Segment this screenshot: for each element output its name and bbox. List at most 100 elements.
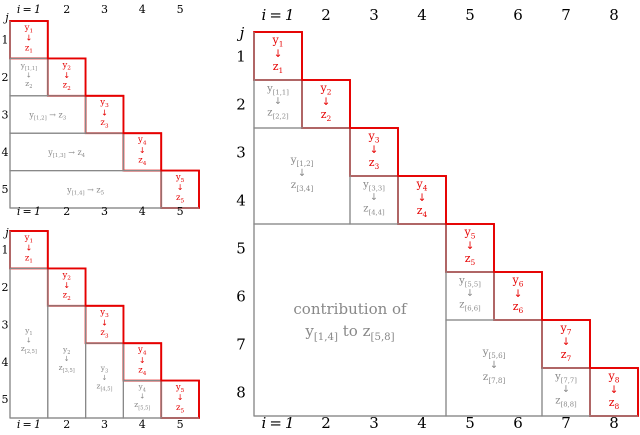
text-run: y [368,129,376,142]
big-block-line2: y[1,4] to z[5,8] [304,322,394,343]
row-label: 3 [2,318,9,331]
subscript: 5 [471,231,476,240]
text-run: z [267,108,272,119]
column-label: i = 1 [17,3,41,16]
text-run: z [134,400,138,409]
block-3: y[1,3] → z4 [47,148,85,159]
subscript: 3 [105,313,109,319]
subscript: [3,4] [296,184,313,193]
column-label-bottom: 4 [417,414,427,432]
subscript: 3 [375,135,380,144]
text-run: y [320,81,328,94]
subscript: 1 [29,28,33,34]
column-label: 8 [609,6,619,24]
column-label: 5 [465,6,475,24]
text-run: z [100,118,105,128]
column-label: 2 [321,6,331,24]
subscript: 3 [105,334,109,340]
big-block-line1: contribution of [293,300,408,318]
subscript: 5 [101,191,105,197]
text-run: y [137,135,143,145]
diagonal-cell-5-arrow: ↓ [177,183,184,192]
subscript: 4 [143,371,147,377]
subscript: 1 [279,66,284,75]
column-label-bottom: 5 [465,414,475,432]
row-label: 6 [236,287,246,305]
text-run: y [24,326,30,335]
block-y12-arrow: ↓ [298,168,306,179]
diagonal-cell-5-y: y5 [175,173,185,184]
column-label: 6 [513,6,523,24]
subscript: [7,7] [561,376,577,384]
red-staircase [254,31,639,416]
block-3-z: z[4,5] [96,381,112,392]
subscript: 4 [423,210,428,219]
block-2-z: z[3,5] [59,363,75,374]
column-label-bottom: 7 [561,414,571,432]
block-2: y[1,2] → z3 [28,111,66,122]
j-axis-label: j [2,226,9,239]
red-staircase [10,230,200,418]
text-run: z [459,300,464,311]
text-run: y [20,61,26,70]
text-run: z [96,381,100,390]
big-contribution-block [253,223,447,417]
row-label: 8 [236,383,246,401]
panel-bottom-left: i = 1 2 3 4 5j12345y1↓z1y2↓z2y3↓z3y4↓z4y5↓z5… [2,205,200,431]
text-run: z [483,371,489,383]
block-y12-z: z[3,4] [291,179,314,193]
subscript: [7,8] [488,376,505,385]
text-run: y [61,60,67,70]
text-run: y [47,148,53,157]
panel-right: i = 1 2 3 4 5 6 7 8j12345678y1↓z1y2↓z2y3↓z3y4↓z… [236,6,639,432]
column-label: i = 1 [262,6,295,24]
text-run: z [138,366,143,376]
diagonal-cell-5-z: z5 [176,193,184,204]
subscript: 3 [63,116,67,122]
column-label: 2 [63,3,70,16]
text-run: y [458,276,465,287]
block-y77-z: z[8,8] [555,396,577,409]
row-label: 1 [2,34,9,47]
row-label: 5 [2,183,9,196]
column-label: 3 [369,6,379,24]
subscript: 7 [567,354,572,363]
diagonal-cell-5-y: y5 [464,225,476,240]
text-run: y [290,154,297,166]
diagonal-cell-3-y: y3 [99,98,109,109]
subscript: [5,6] [489,351,506,360]
diagonal-cell-3-z: z3 [369,156,380,171]
diagonal-cell-2-arrow: ↓ [63,281,70,290]
subscript: [1,1] [273,88,289,96]
diagonal-cell-1-y: y1 [24,233,33,244]
row-label: 2 [2,71,9,84]
diagonal-cell-7-arrow: ↓ [562,336,571,348]
text-run: y [266,84,273,95]
diagonal-cell-5-arrow: ↓ [466,240,475,252]
text-run: y [482,346,489,358]
subscript: [8,8] [561,400,577,408]
text-run: z [321,108,327,121]
subscript: 4 [423,183,428,192]
subscript: 8 [615,402,620,411]
subscript: 5 [471,258,476,267]
diagonal-cell-5-z: z5 [465,252,476,267]
column-label: 4 [139,205,146,218]
row-label: 1 [2,244,9,257]
j-axis-label: j [2,11,9,24]
subscript: 1 [279,39,284,48]
subscript: 4 [82,153,86,159]
column-label: 2 [63,205,70,218]
block-3-y: y3 [100,363,109,374]
text-run: z [176,403,181,413]
text-run: z [609,396,615,409]
subscript: 2 [67,276,71,282]
diagonal-cell-6-z: z6 [513,300,524,315]
text-run: y [560,321,568,334]
subscript: [1,3] [53,153,66,159]
block-4: y[1,4] → z5 [66,185,104,196]
row-label: 2 [2,281,9,294]
column-label: 3 [101,3,108,16]
text-run: y [99,98,105,108]
